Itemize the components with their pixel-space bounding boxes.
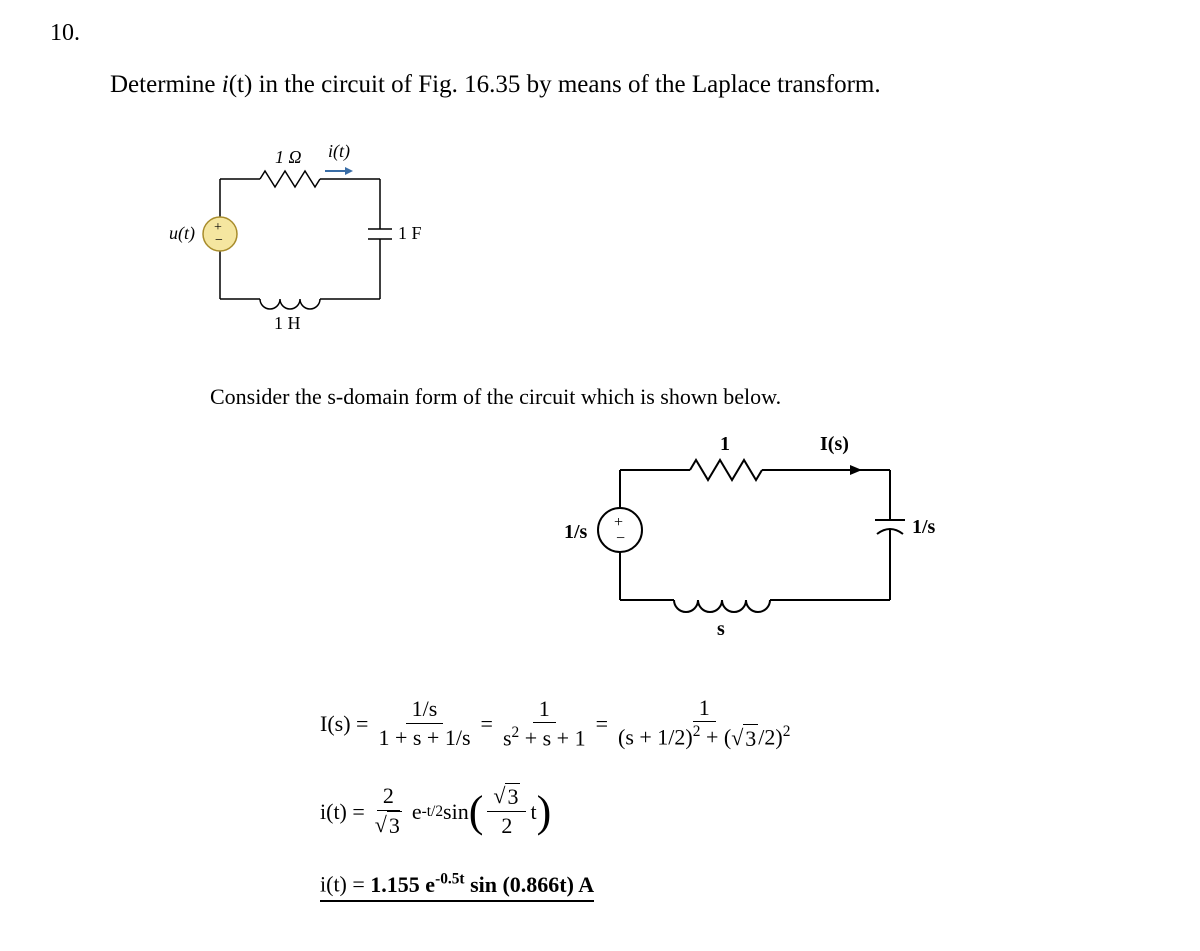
eq1-f2-num: 1 (533, 696, 556, 723)
circuit-2: 1 I(s) 1/s + − 1/s s (520, 430, 1160, 655)
svg-text:1: 1 (720, 433, 730, 455)
final-answer-row: i(t) = 1.155 e-0.5t sin (0.866t) A (40, 870, 1160, 901)
q-arg: (t) (229, 71, 253, 98)
circuit-1-svg: 1 Ω i(t) u(t) + − 1 F 1 H (140, 139, 440, 339)
eq2-inner-frac: √3 2 (487, 783, 526, 840)
eq1-f3-den: (s + 1/2)2 + (√3/2)2 (612, 722, 796, 753)
question-text: Determine i(t) in the circuit of Fig. 16… (110, 71, 1160, 99)
svg-text:1 H: 1 H (274, 313, 301, 333)
q-post: in the circuit of Fig. 16.35 by means of… (252, 71, 880, 98)
eq1-eq1: = (481, 711, 493, 737)
eq2-e: e (412, 799, 422, 825)
equations-block: I(s) = 1/s 1 + s + 1/s = 1 s2 + s + 1 = … (320, 695, 1160, 840)
eq2-lhs: i(t) = (320, 799, 365, 825)
eq2-sin: sin (443, 799, 469, 825)
svg-text:+: + (614, 514, 623, 531)
eq2-num: 2 (377, 783, 400, 810)
problem-page: 10. Determine i(t) in the circuit of Fig… (0, 0, 1200, 922)
eq2-den: √3 (369, 811, 408, 841)
equation-it: i(t) = 2 √3 e-t/2 sin ( √3 2 t ) (320, 783, 1160, 840)
svg-text:u(t): u(t) (169, 223, 195, 244)
eq2-exp: -t/2 (422, 803, 443, 821)
svg-text:1 Ω: 1 Ω (275, 147, 302, 167)
svg-text:i(t): i(t) (328, 141, 350, 162)
eq1-frac1: 1/s 1 + s + 1/s (372, 696, 476, 752)
svg-text:1 F: 1 F (398, 223, 422, 243)
eq2-inner-num: √3 (487, 783, 526, 811)
eq1-frac3: 1 (s + 1/2)2 + (√3/2)2 (612, 695, 796, 753)
eq1-eq2: = (596, 711, 608, 737)
circuit-2-svg: 1 I(s) 1/s + − 1/s s (520, 430, 960, 650)
eq2-paren: ( √3 2 t ) (469, 783, 552, 840)
svg-text:−: − (616, 530, 625, 547)
q-pre: Determine (110, 71, 222, 98)
svg-text:1/s: 1/s (564, 521, 588, 543)
circuit-1: 1 Ω i(t) u(t) + − 1 F 1 H (140, 139, 1160, 344)
svg-text:−: − (215, 233, 223, 248)
svg-text:s: s (717, 618, 725, 640)
s-domain-intro: Consider the s-domain form of the circui… (210, 384, 1160, 410)
equation-Is: I(s) = 1/s 1 + s + 1/s = 1 s2 + s + 1 = … (320, 695, 1160, 753)
final-answer: i(t) = 1.155 e-0.5t sin (0.866t) A (320, 870, 594, 901)
eq1-f1-den: 1 + s + 1/s (372, 724, 476, 753)
eq2-inner-den: 2 (495, 812, 518, 841)
svg-text:1/s: 1/s (912, 516, 936, 538)
eq1-frac2: 1 s2 + s + 1 (497, 696, 592, 753)
eq1-f1-num: 1/s (406, 696, 444, 723)
eq1-f3-num: 1 (693, 695, 716, 722)
eq1-f2-den: s2 + s + 1 (497, 723, 592, 753)
eq2-frac: 2 √3 (369, 783, 408, 840)
q-var: i (222, 71, 229, 98)
question-number: 10. (50, 20, 1160, 47)
svg-text:I(s): I(s) (820, 433, 849, 455)
eq1-lhs: I(s) = (320, 711, 368, 737)
